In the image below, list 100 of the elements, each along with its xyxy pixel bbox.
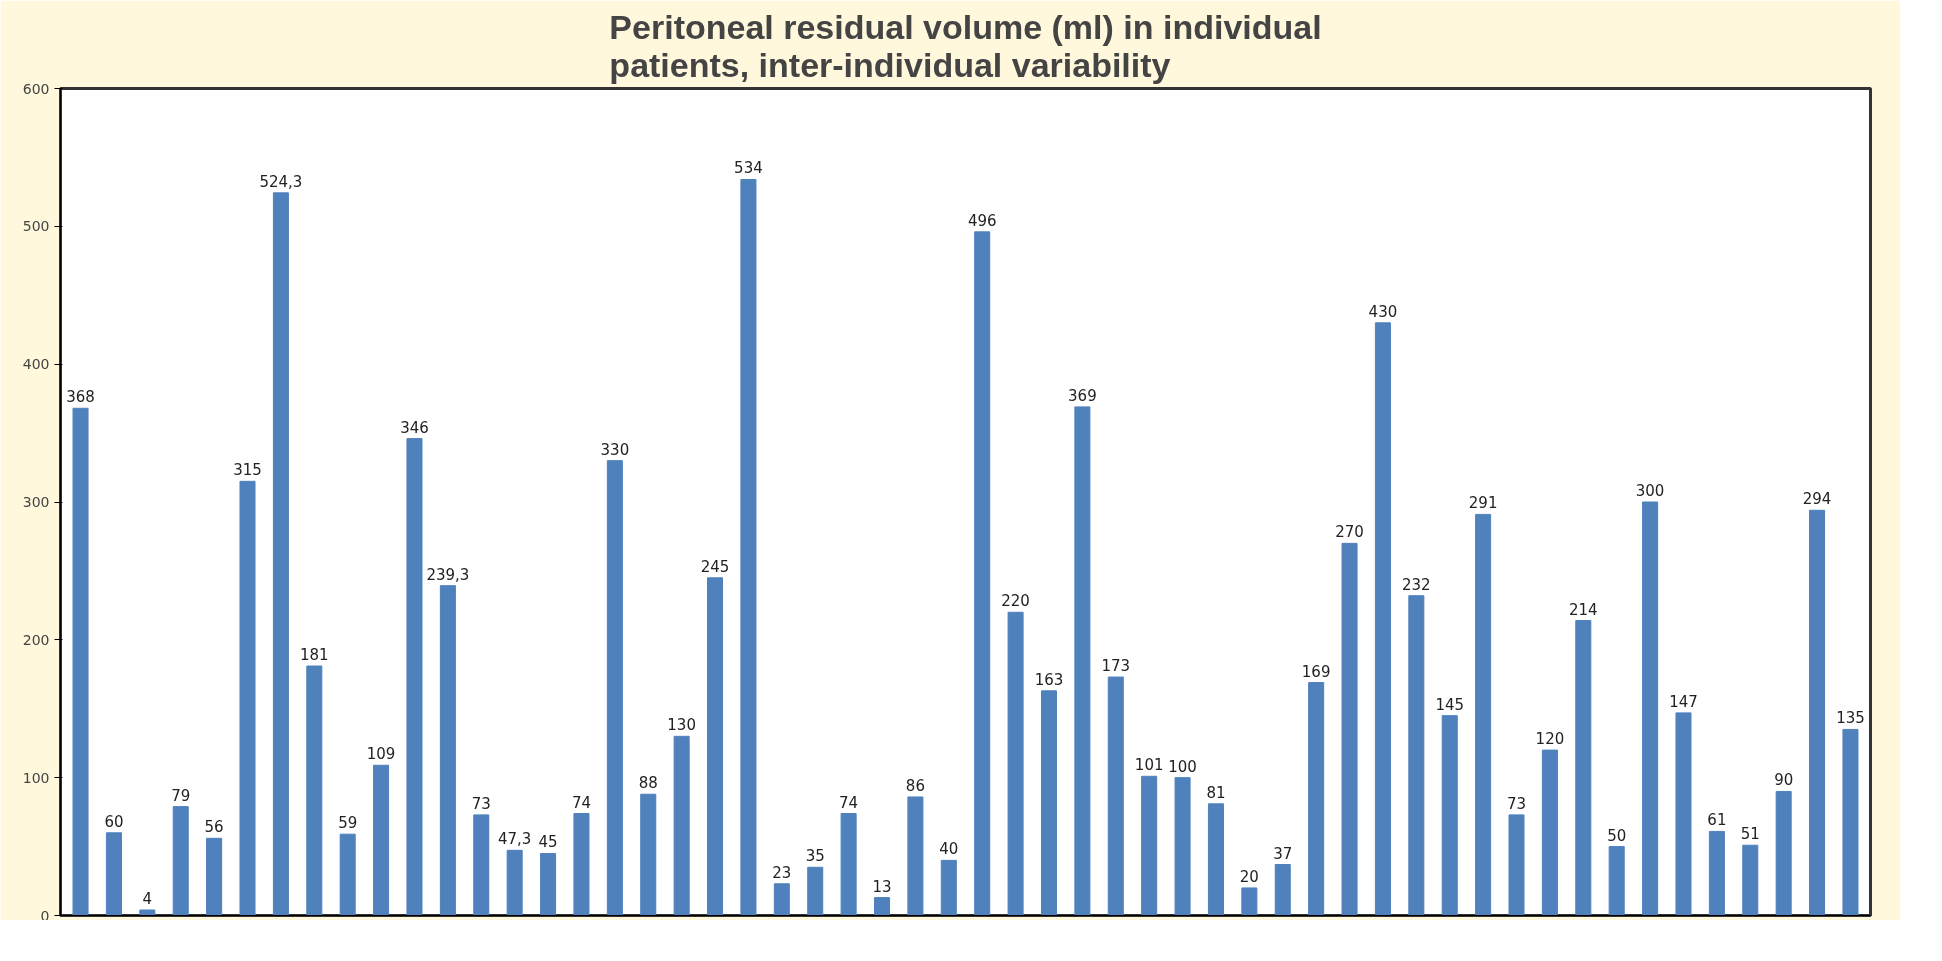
bar: [1508, 814, 1525, 916]
data-label: 37: [1273, 844, 1293, 863]
bar: [272, 192, 289, 916]
bar: [673, 735, 690, 916]
data-label: 101: [1134, 756, 1164, 775]
bar: [1608, 846, 1625, 916]
data-label: 239,3: [426, 565, 470, 584]
data-label: 73: [1506, 794, 1527, 813]
data-label: 79: [171, 786, 191, 805]
data-label: 291: [1468, 494, 1498, 513]
data-label: 81: [1206, 783, 1226, 802]
data-label: 86: [905, 776, 925, 795]
bar: [1742, 844, 1759, 916]
bar: [1708, 830, 1725, 916]
bar: [1074, 406, 1091, 916]
data-label: 56: [204, 818, 224, 837]
data-label: 74: [839, 793, 859, 812]
bar: [1141, 775, 1158, 916]
data-label: 270: [1335, 523, 1364, 542]
data-label: 145: [1435, 695, 1465, 714]
y-tick-label: 600: [22, 80, 50, 97]
data-label: 147: [1669, 692, 1698, 711]
data-label: 47,3: [497, 830, 532, 849]
data-label: 214: [1568, 600, 1598, 619]
y-tick-label: 200: [22, 631, 50, 648]
data-label: 496: [967, 211, 997, 230]
bar: [105, 832, 122, 916]
bar: [439, 585, 456, 916]
bar: [1207, 803, 1224, 916]
bar: [974, 231, 991, 916]
bar: [1007, 611, 1024, 916]
bar: [1241, 887, 1258, 916]
data-label: 245: [700, 557, 730, 576]
bar: [172, 806, 189, 916]
bar: [907, 796, 924, 916]
data-label: 163: [1034, 670, 1064, 689]
bar: [239, 480, 256, 916]
data-label: 61: [1707, 811, 1727, 830]
bar: [840, 813, 857, 916]
y-tick-label: 400: [22, 356, 50, 373]
data-label: 315: [233, 461, 262, 480]
bar: [540, 852, 557, 916]
data-label: 169: [1301, 662, 1331, 681]
data-label: 120: [1535, 730, 1565, 749]
bar: [1475, 513, 1492, 916]
bar: [1040, 690, 1057, 916]
data-label: 60: [104, 812, 124, 831]
bar: [1842, 728, 1859, 916]
bar: [1441, 715, 1458, 916]
data-label: 430: [1368, 302, 1398, 321]
bar: [473, 814, 490, 916]
bar: [807, 866, 824, 916]
y-tick-label: 500: [22, 218, 50, 235]
bar: [306, 665, 323, 916]
bar: [506, 849, 523, 916]
data-label: 369: [1068, 386, 1097, 405]
bar: [740, 178, 757, 916]
bar: [139, 909, 156, 916]
data-label: 51: [1740, 825, 1760, 844]
bar: [773, 883, 790, 916]
data-label: 35: [805, 847, 825, 866]
data-label: 90: [1774, 771, 1794, 790]
bar: [606, 460, 623, 916]
chart-title: Peritoneal residual volume (ml) in individual patients, inter-individual variability: [609, 7, 1322, 84]
data-label: 74: [571, 793, 592, 812]
data-label: 300: [1635, 482, 1665, 500]
bar: [339, 833, 356, 916]
data-label: 45: [538, 833, 558, 852]
bar: [72, 407, 89, 916]
data-label: 20: [1239, 867, 1259, 886]
bar: [1775, 790, 1792, 916]
data-label: 23: [772, 863, 792, 882]
bar: [1341, 542, 1358, 916]
bar: [1408, 595, 1425, 916]
data-label: 346: [400, 418, 429, 437]
data-label: 220: [1001, 592, 1030, 611]
data-label: 232: [1402, 575, 1431, 594]
data-label: 294: [1802, 490, 1832, 509]
bar: [940, 859, 957, 916]
data-label: 534: [734, 159, 763, 178]
bar: [573, 813, 590, 916]
data-label: 181: [299, 646, 329, 665]
bar: [874, 897, 891, 916]
data-label: 135: [1836, 709, 1865, 728]
data-label: 130: [667, 716, 696, 735]
bar: [206, 837, 223, 916]
data-label: 50: [1607, 826, 1627, 845]
bar: [1541, 749, 1558, 916]
data-label: 73: [471, 794, 491, 813]
bar: [406, 438, 423, 916]
data-label: 330: [600, 440, 630, 459]
bar: [1308, 682, 1325, 916]
data-label: 173: [1101, 657, 1131, 676]
bar: [707, 577, 724, 916]
bar: [1174, 777, 1191, 916]
bar: [1809, 509, 1826, 916]
bar: [1642, 501, 1659, 916]
data-label: 109: [366, 745, 396, 764]
data-label: 13: [872, 877, 892, 896]
bar: [1107, 676, 1124, 916]
